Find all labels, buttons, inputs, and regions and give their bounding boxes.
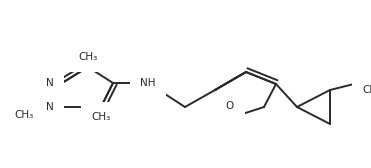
Text: O: O bbox=[226, 101, 234, 111]
Text: CH₃: CH₃ bbox=[91, 112, 111, 122]
Text: N: N bbox=[46, 78, 54, 88]
Text: CH₃: CH₃ bbox=[14, 110, 34, 120]
Text: NH: NH bbox=[140, 78, 156, 88]
Text: CH₃: CH₃ bbox=[362, 85, 371, 95]
Text: CH₃: CH₃ bbox=[78, 52, 98, 62]
Text: N: N bbox=[46, 102, 54, 112]
